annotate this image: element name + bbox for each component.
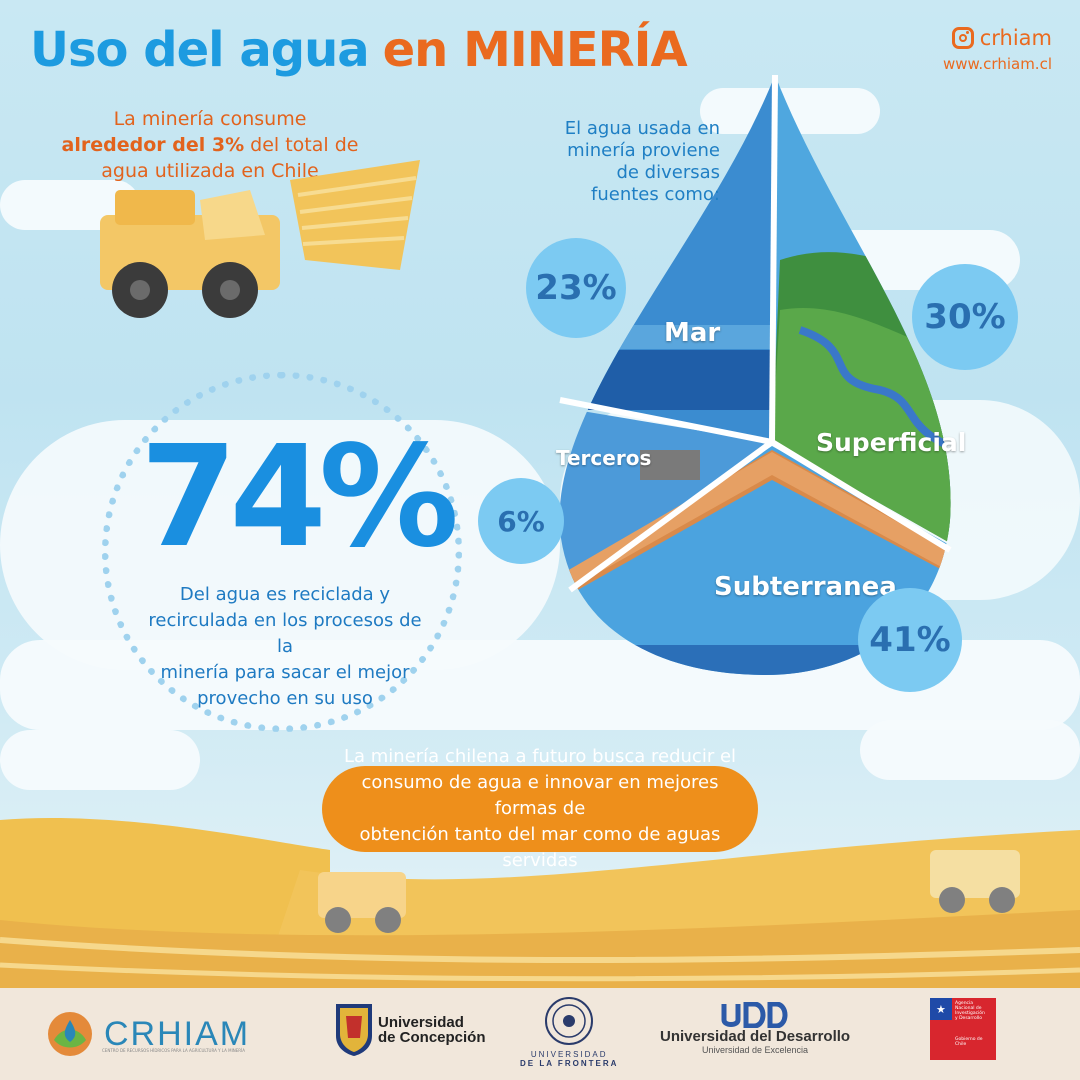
website-link[interactable]: www.crhiam.cl [942,55,1052,73]
logo-ufro[interactable]: UNIVERSIDAD DE LA FRONTERA [520,996,618,1068]
segment-label-subterranea: Subterranea [714,572,897,602]
segment-label-terceros: Terceros [556,446,652,470]
intro-line1: La minería consume [113,108,307,130]
sources-heading-line: fuentes como: [591,184,720,205]
logo-crhiam[interactable]: CRHIAM CENTRO DE RECURSOS HÍDRICOS PARA … [44,1010,250,1058]
future-text-line: La minería chilena a futuro busca reduci… [343,746,737,767]
intro-bold: alrededor del 3% [61,134,245,156]
mine-pit-illustration [0,817,1080,990]
anid-gov: Gobierno de Chile [955,1037,983,1047]
anid-line: Agencia [955,1001,974,1006]
badge-terceros-percent: 6% [478,478,564,564]
recycling-text: Del agua es reciclada y recirculada en l… [140,582,430,712]
future-callout: La minería chilena a futuro busca reduci… [322,746,758,871]
intro-line2: del total de [244,134,359,156]
sources-heading: El agua usada en minería proviene de div… [520,118,720,206]
recycling-text-line: minería para sacar el mejor [160,662,410,683]
udd-tagline: Universidad de Excelencia [702,1045,809,1055]
anid-line: y Desarrollo [955,1016,982,1021]
page-title: Uso del agua en MINERÍA [30,22,688,78]
drop-segment-terceros [559,404,768,590]
sources-heading-line: minería proviene [567,140,720,161]
cloud [0,730,200,790]
udec-line1: Universidad [378,1014,464,1031]
segment-label-superficial: Superficial [816,428,967,457]
udd-name: Universidad del Desarrollo [660,1028,851,1045]
crhiam-subtitle: CENTRO DE RECURSOS HÍDRICOS PARA LA AGRI… [102,1048,245,1053]
ufro-line1: UNIVERSIDAD [530,1050,608,1059]
title-part1: Uso del agua [30,22,370,78]
recycling-text-line: Del agua es reciclada y [179,584,391,605]
instagram-text: crhiam [979,26,1052,50]
mining-truck-illustration [100,160,420,318]
udd-mark-icon [721,1002,788,1028]
future-text-line: consumo de agua e innovar en mejores for… [361,772,719,819]
logo-udec[interactable]: Universidad de Concepción [334,1002,486,1058]
recycling-text-line: recirculada en los procesos de la [148,610,422,657]
sources-heading-line: El agua usada en [564,118,720,139]
small-truck-left [318,872,406,933]
brand-block: crhiam www.crhiam.cl [943,26,1052,73]
intro-line3: agua utilizada en Chile [101,160,319,182]
badge-mar-percent: 23% [526,238,626,338]
recycling-percent: 74% [140,416,459,579]
instagram-icon [951,27,974,49]
anid-flag: ★ Agencia Nacional de Investigación y De… [930,998,996,1060]
logo-anid[interactable]: ★ Agencia Nacional de Investigación y De… [930,998,996,1060]
udec-shield-icon [336,1004,372,1056]
badge-subterranea-percent: 41% [858,588,962,692]
footer-logos: CRHIAM CENTRO DE RECURSOS HÍDRICOS PARA … [0,988,1080,1080]
segment-label-mar: Mar [664,318,721,348]
anid-line: Nacional de [955,1006,982,1011]
crhiam-name: CRHIAM [104,1014,251,1053]
logo-udd[interactable]: Universidad del Desarrollo Universidad d… [660,1002,850,1055]
sources-heading-line: de diversas [616,162,720,183]
future-text-line: obtención tanto del mar como de aguas se… [359,824,721,871]
badge-superficial-percent: 30% [912,264,1018,370]
small-truck-right [930,850,1020,913]
instagram-handle[interactable]: crhiam [951,26,1052,50]
ufro-seal-icon [545,997,594,1045]
recycling-text-line: provecho en su uso [197,688,373,709]
recycle-dotted-ring [102,372,462,732]
title-part2: en MINERÍA [382,22,688,78]
ufro-line2: DE LA FRONTERA [520,1059,619,1068]
cloud [860,720,1080,780]
udec-line2: de Concepción [378,1029,486,1046]
intro-text: La minería consume alrededor del 3% del … [60,106,360,184]
anid-line: Investigación [955,1011,985,1016]
crhiam-emblem-icon [48,1012,92,1056]
star-icon: ★ [936,1003,946,1016]
